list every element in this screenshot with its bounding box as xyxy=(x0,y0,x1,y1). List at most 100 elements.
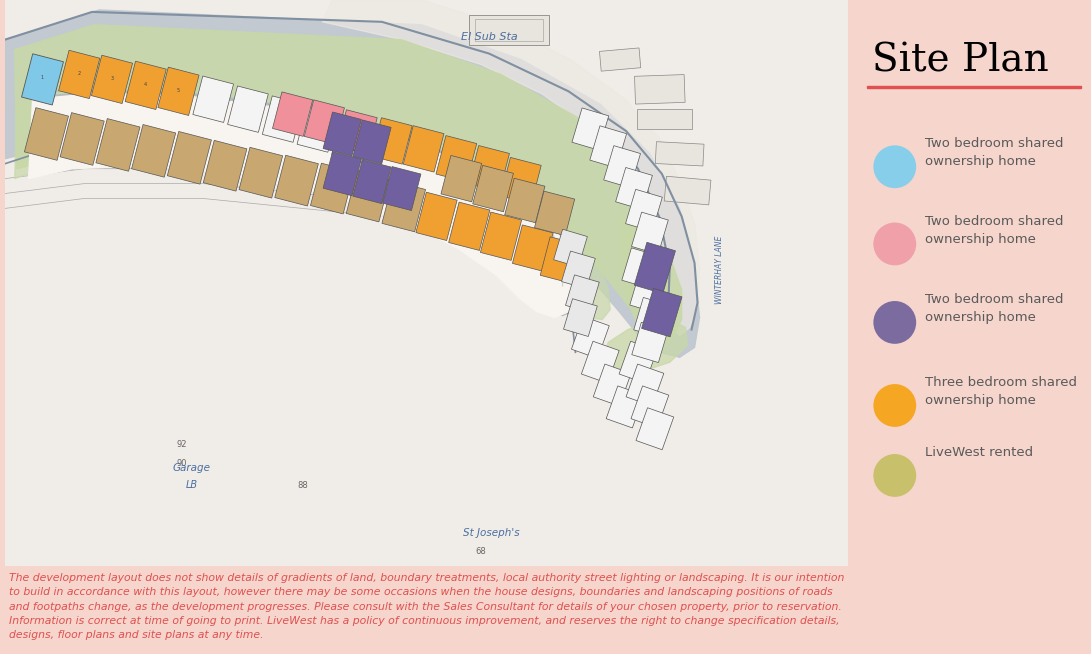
Bar xyxy=(323,152,361,196)
Bar xyxy=(297,106,338,152)
Polygon shape xyxy=(4,10,699,357)
Ellipse shape xyxy=(874,384,916,427)
Bar xyxy=(228,86,268,132)
Text: WINTERHAY LANE: WINTERHAY LANE xyxy=(715,235,723,304)
Bar xyxy=(472,165,514,212)
Bar xyxy=(167,131,212,184)
Bar xyxy=(513,225,553,271)
Bar xyxy=(564,299,597,336)
Bar xyxy=(193,76,233,122)
Text: 90: 90 xyxy=(176,460,187,468)
Polygon shape xyxy=(14,92,610,320)
Ellipse shape xyxy=(874,145,916,188)
Bar xyxy=(619,341,657,383)
Bar xyxy=(626,364,663,406)
Bar xyxy=(553,230,587,267)
Bar xyxy=(383,167,421,211)
Text: 5: 5 xyxy=(177,88,180,93)
Bar xyxy=(625,189,662,232)
Bar xyxy=(448,202,490,250)
Bar xyxy=(572,108,609,150)
Bar xyxy=(505,179,544,223)
Bar xyxy=(634,298,670,337)
Bar xyxy=(352,120,392,164)
Text: 88: 88 xyxy=(297,481,308,490)
Text: LiveWest rented: LiveWest rented xyxy=(924,446,1033,459)
Bar xyxy=(622,248,658,288)
Bar xyxy=(636,407,674,450)
Polygon shape xyxy=(600,320,687,372)
Ellipse shape xyxy=(874,301,916,344)
Bar xyxy=(59,50,99,99)
Bar xyxy=(615,167,652,210)
Bar xyxy=(631,386,669,428)
Bar xyxy=(469,15,549,44)
Bar xyxy=(92,55,133,103)
Bar xyxy=(332,116,372,162)
Bar xyxy=(630,273,666,313)
Text: 92: 92 xyxy=(176,439,187,449)
Bar xyxy=(599,48,640,71)
Polygon shape xyxy=(28,94,576,318)
Bar xyxy=(582,341,620,383)
Text: 4: 4 xyxy=(144,82,147,87)
Bar xyxy=(337,110,377,154)
Text: El Sub Sta: El Sub Sta xyxy=(460,31,517,42)
Ellipse shape xyxy=(874,454,916,497)
Bar xyxy=(562,251,596,289)
Bar xyxy=(239,147,283,198)
Polygon shape xyxy=(322,0,699,336)
Bar xyxy=(275,155,319,206)
Bar xyxy=(603,146,640,188)
Text: LB: LB xyxy=(185,480,197,490)
Bar xyxy=(642,288,682,337)
Bar xyxy=(664,176,711,205)
Bar xyxy=(323,112,361,156)
Text: Two bedroom shared
ownership home: Two bedroom shared ownership home xyxy=(924,293,1063,324)
Bar xyxy=(382,181,425,232)
Bar xyxy=(311,164,355,214)
Bar xyxy=(372,118,412,164)
Polygon shape xyxy=(33,92,583,316)
Bar xyxy=(24,108,69,160)
Bar xyxy=(132,124,176,177)
Bar xyxy=(590,126,626,168)
Bar xyxy=(565,275,599,313)
Text: 2: 2 xyxy=(77,71,81,76)
Bar xyxy=(594,364,631,406)
Polygon shape xyxy=(14,25,670,322)
Text: Three bedroom shared
ownership home: Three bedroom shared ownership home xyxy=(924,376,1077,407)
Bar xyxy=(540,237,580,283)
Bar xyxy=(480,212,521,260)
Bar xyxy=(404,126,444,172)
Bar xyxy=(469,146,509,192)
Bar xyxy=(637,109,692,129)
Text: 1: 1 xyxy=(41,75,44,80)
Bar xyxy=(203,141,247,191)
Text: Garage: Garage xyxy=(172,464,211,473)
Bar xyxy=(476,19,542,41)
Bar xyxy=(158,67,199,116)
Bar xyxy=(436,135,477,182)
Bar xyxy=(346,171,389,222)
Bar xyxy=(22,54,63,105)
Bar xyxy=(125,61,166,109)
Text: 68: 68 xyxy=(476,547,487,556)
Bar xyxy=(656,142,704,166)
Bar xyxy=(635,75,685,104)
Text: Two bedroom shared
ownership home: Two bedroom shared ownership home xyxy=(924,215,1063,245)
Bar xyxy=(96,118,140,171)
Ellipse shape xyxy=(874,222,916,266)
Bar xyxy=(572,317,609,358)
Text: The development layout does not show details of gradients of land, boundary trea: The development layout does not show det… xyxy=(9,573,844,640)
Bar xyxy=(262,96,303,143)
Bar xyxy=(632,212,669,254)
Bar xyxy=(607,386,644,428)
Text: St Joseph's: St Joseph's xyxy=(463,528,519,538)
Text: Two bedroom shared
ownership home: Two bedroom shared ownership home xyxy=(924,137,1063,168)
Bar xyxy=(634,243,675,294)
Bar xyxy=(867,86,1081,88)
Bar xyxy=(416,192,457,241)
Bar xyxy=(535,191,575,235)
Bar xyxy=(632,322,668,362)
